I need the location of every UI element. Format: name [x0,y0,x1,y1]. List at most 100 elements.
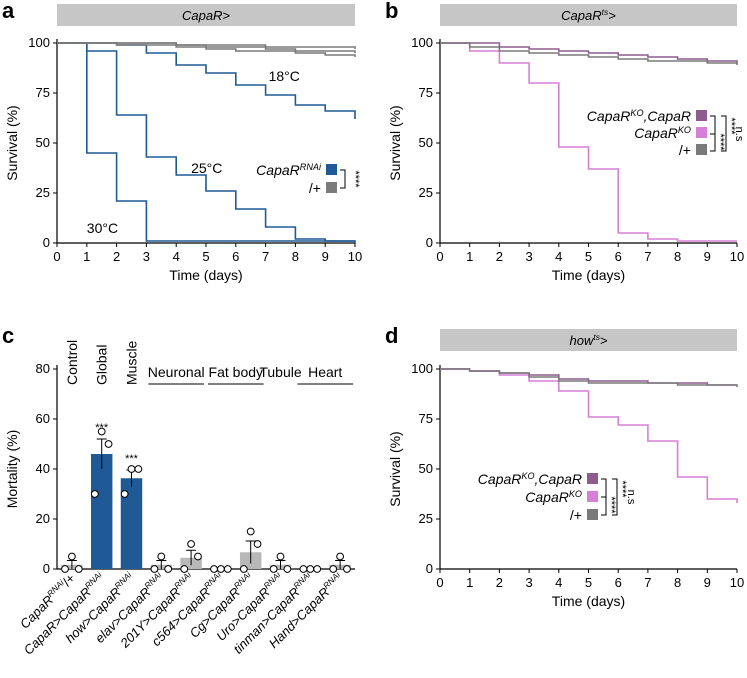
survival-curve [440,42,738,63]
x-tick-label: 4 [555,249,562,264]
y-tick-label: 0 [43,561,50,576]
data-point [313,565,322,573]
panel-label: a [2,0,15,23]
y-tick-label: 25 [419,511,433,526]
data-point [127,465,136,473]
y-tick-label: 25 [419,185,433,200]
x-tick-label: 0 [436,575,443,590]
data-point [150,565,159,573]
data-point [217,565,225,573]
data-point [343,565,351,573]
data-point [164,565,173,573]
sig-bracket [710,133,716,152]
region-label: Control [64,340,80,385]
y-axis-label: Survival (%) [4,105,20,180]
data-point [180,565,189,573]
data-point [269,565,278,573]
survival-curve [57,42,355,242]
region-label: Heart [308,364,342,380]
legend-swatch [587,473,598,484]
x-tick-label: 4 [173,249,180,264]
sig-bracket [710,115,716,135]
region-label: Fat body [209,364,263,380]
data-point [134,465,143,473]
legend-swatch [696,110,707,121]
legend-label: CapaRKO,CapaR [478,471,582,487]
data-point [306,565,315,573]
region-label: Neuronal [148,364,205,380]
banner-bar [440,329,737,351]
y-axis-label: Survival (%) [387,431,403,506]
x-tick-label: 1 [83,249,90,264]
data-point [120,490,129,498]
significance-label: **** [605,496,617,514]
survival-curve [440,368,738,387]
y-tick-label: 75 [419,411,433,426]
x-tick-label: 9 [704,575,711,590]
data-point [61,565,69,573]
survival-curve [57,42,356,57]
banner-bar [440,4,737,26]
x-tick-label: 2 [496,575,503,590]
legend-swatch [696,127,707,138]
legend-label: CapaRRNAi [256,162,322,178]
x-tick-label: 10 [730,249,744,264]
x-tick-label: 3 [525,575,532,590]
x-tick-label: 2 [496,249,503,264]
y-tick-label: 20 [36,511,50,526]
legend-label: /+ [679,142,691,158]
x-tick-label: 7 [644,575,651,590]
x-axis-label: Time (days) [169,267,242,283]
data-point [283,565,292,573]
temp-annotation: 25°C [191,160,222,176]
x-tick-label: 6 [615,575,622,590]
panel-label: d [385,323,398,348]
legend-swatch [587,491,598,502]
x-tick-label: 3 [525,249,532,264]
y-tick-label: 50 [419,461,433,476]
y-tick-label: 100 [411,361,433,376]
banner-text: CapaR> [182,8,230,23]
data-point [253,540,262,548]
significance-label: n.s [625,490,637,505]
x-axis-label: Time (days) [552,593,625,609]
y-tick-label: 75 [36,85,50,100]
data-point [329,565,338,573]
significance-label: **** [725,117,737,135]
survival-curve [57,42,356,119]
data-point [187,540,196,548]
y-tick-label: 75 [419,85,433,100]
x-tick-label: 9 [704,249,711,264]
x-tick-label: 5 [585,575,592,590]
sig-bracket [721,115,727,152]
data-point [68,552,76,561]
x-tick-label: 8 [292,249,299,264]
x-tick-label: 8 [674,249,681,264]
x-tick-label: 10 [730,575,744,590]
x-tick-label: 10 [348,249,362,264]
banner-text: CapaRts> [561,7,616,23]
y-axis-label: Mortality (%) [4,430,20,509]
sig-bracket [601,478,607,498]
x-tick-label: 3 [143,249,150,264]
x-tick-label: 7 [644,249,651,264]
y-tick-label: 50 [419,135,433,150]
survival-curve [440,42,738,65]
x-tick-label: 1 [466,575,473,590]
survival-curve [57,42,356,53]
sig-bracket [612,478,618,516]
panel-label: c [2,323,14,348]
data-point [246,527,255,536]
region-label: Global [94,345,110,385]
x-tick-label: 6 [232,249,239,264]
significance-label: *** [125,453,139,465]
legend-label: /+ [570,507,582,523]
significance-label: **** [349,170,361,188]
y-tick-label: 100 [28,35,50,50]
legend-swatch [587,509,598,520]
data-point [104,440,113,448]
survival-curve [440,42,737,242]
significance-label: n.s [733,127,745,142]
bar [90,454,113,569]
